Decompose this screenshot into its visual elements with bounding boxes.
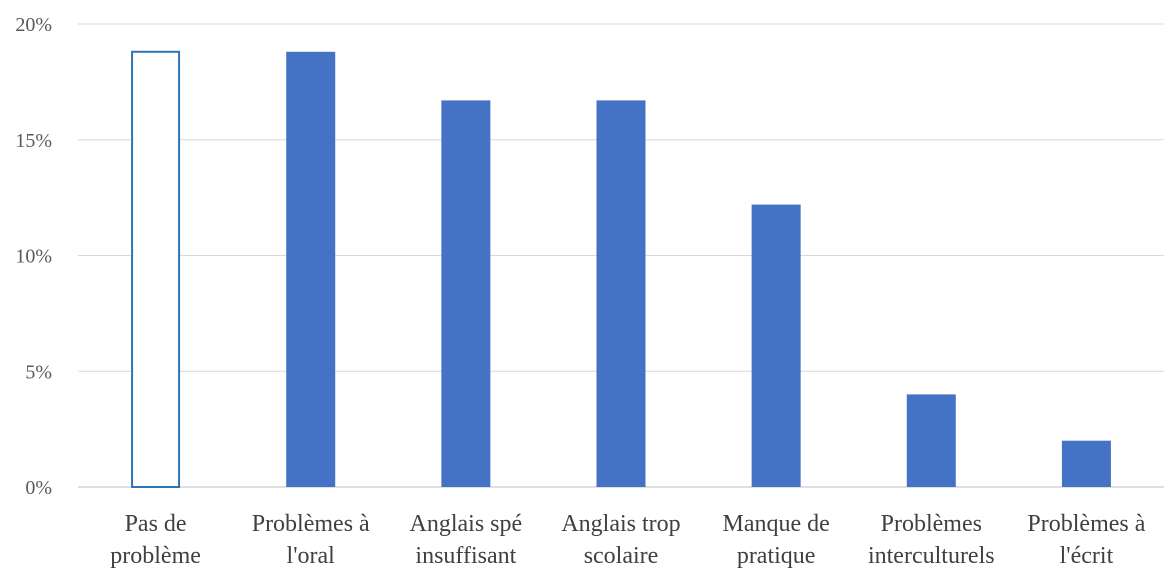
x-category-label-line: Problèmes <box>881 511 982 537</box>
x-category-label-line: pratique <box>737 543 816 569</box>
x-category-label-line: Pas de <box>125 511 187 537</box>
x-category-label: Problèmes interculturels <box>868 511 995 569</box>
y-tick-label: 20% <box>15 14 52 36</box>
y-tick-label: 5% <box>25 361 52 383</box>
bar <box>751 204 801 487</box>
x-category-label: Problèmes à l'écrit <box>1027 511 1145 569</box>
bar <box>441 100 491 488</box>
x-category-label-line: l'oral <box>287 543 336 569</box>
x-category-label-line: Problèmes à <box>1027 511 1145 537</box>
x-category-label-line: problème <box>110 543 201 569</box>
x-category-label: Manque de pratique <box>722 511 829 569</box>
bar <box>906 394 956 487</box>
bar <box>1061 440 1111 487</box>
x-category-label-line: Problèmes à <box>252 511 370 537</box>
bar <box>286 51 336 487</box>
y-tick-label: 15% <box>15 130 52 152</box>
x-category-label-line: l'écrit <box>1060 543 1114 569</box>
x-category-label: Anglais trop scolaire <box>561 511 680 569</box>
x-category-label-line: Anglais trop <box>561 511 680 537</box>
x-category-label: Problèmes à l'oral <box>252 511 370 569</box>
bar <box>131 50 181 488</box>
x-category-label-line: scolaire <box>584 543 659 569</box>
y-tick-label: 0% <box>25 477 52 499</box>
bar <box>596 100 646 488</box>
x-category-label-line: Anglais spé <box>410 511 523 537</box>
x-category-label: Anglais spé insuffisant <box>410 511 523 569</box>
x-axis-labels: Pas de problème Problèmes à l'oral Anglais s… <box>110 511 1146 569</box>
x-category-label-line: interculturels <box>868 543 995 569</box>
x-category-label: Pas de problème <box>110 511 201 569</box>
y-tick-label: 10% <box>15 246 52 268</box>
x-category-label-line: insuffisant <box>415 543 516 569</box>
y-axis-ticks: 0% 5% 10% 15% 20% <box>15 14 52 499</box>
x-category-label-line: Manque de <box>722 511 829 537</box>
bars <box>131 50 1111 488</box>
